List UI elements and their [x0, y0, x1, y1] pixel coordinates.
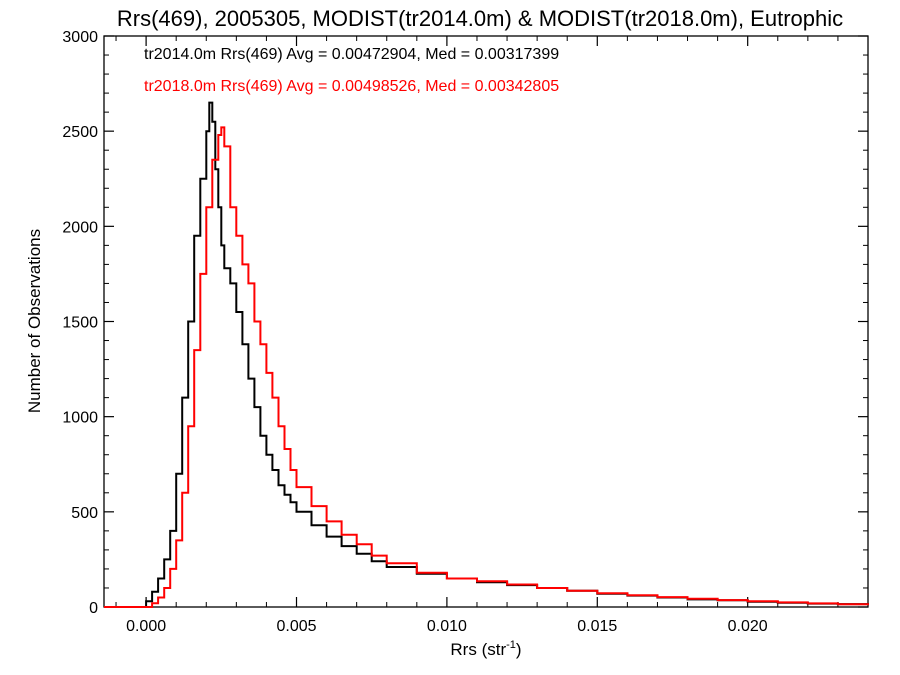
series-line-red	[104, 126, 869, 608]
x-axis: 0.000 0.005 0.010 0.015 0.020	[115, 36, 869, 635]
x-tick-label: 0.005	[276, 618, 316, 635]
x-tick-label: 0.020	[728, 618, 768, 635]
x-axis-label-end: )	[516, 640, 522, 659]
y-tick-label: 1000	[62, 410, 98, 427]
annotation-black: tr2014.0m Rrs(469) Avg = 0.00472904, Med…	[144, 46, 559, 63]
series-line-black	[104, 101, 869, 608]
y-tick-label: 3000	[62, 29, 98, 46]
y-tick-label: 2500	[62, 124, 98, 141]
x-tick-label: 0.000	[126, 618, 166, 635]
x-axis-label: Rrs (str-1)	[450, 639, 521, 659]
chart-title: Rrs(469), 2005305, MODIST(tr2014.0m) & M…	[117, 6, 843, 31]
y-tick-label: 1500	[62, 315, 98, 332]
plot-frame	[103, 35, 869, 608]
series-layer	[104, 101, 869, 608]
y-tick-label: 0	[89, 600, 98, 617]
y-axis-label: Number of Observations	[25, 229, 44, 413]
y-tick-label: 500	[71, 505, 98, 522]
x-tick-label: 0.015	[577, 618, 617, 635]
y-tick-label: 2000	[62, 219, 98, 236]
x-tick-label: 0.010	[427, 618, 467, 635]
x-axis-label-main: Rrs (str	[450, 640, 506, 659]
annotation-red: tr2018.0m Rrs(469) Avg = 0.00498526, Med…	[144, 78, 559, 95]
x-axis-label-sup: -1	[506, 639, 516, 651]
y-axis: 0 500 1000 1500 2000 2500 3000	[62, 29, 868, 617]
